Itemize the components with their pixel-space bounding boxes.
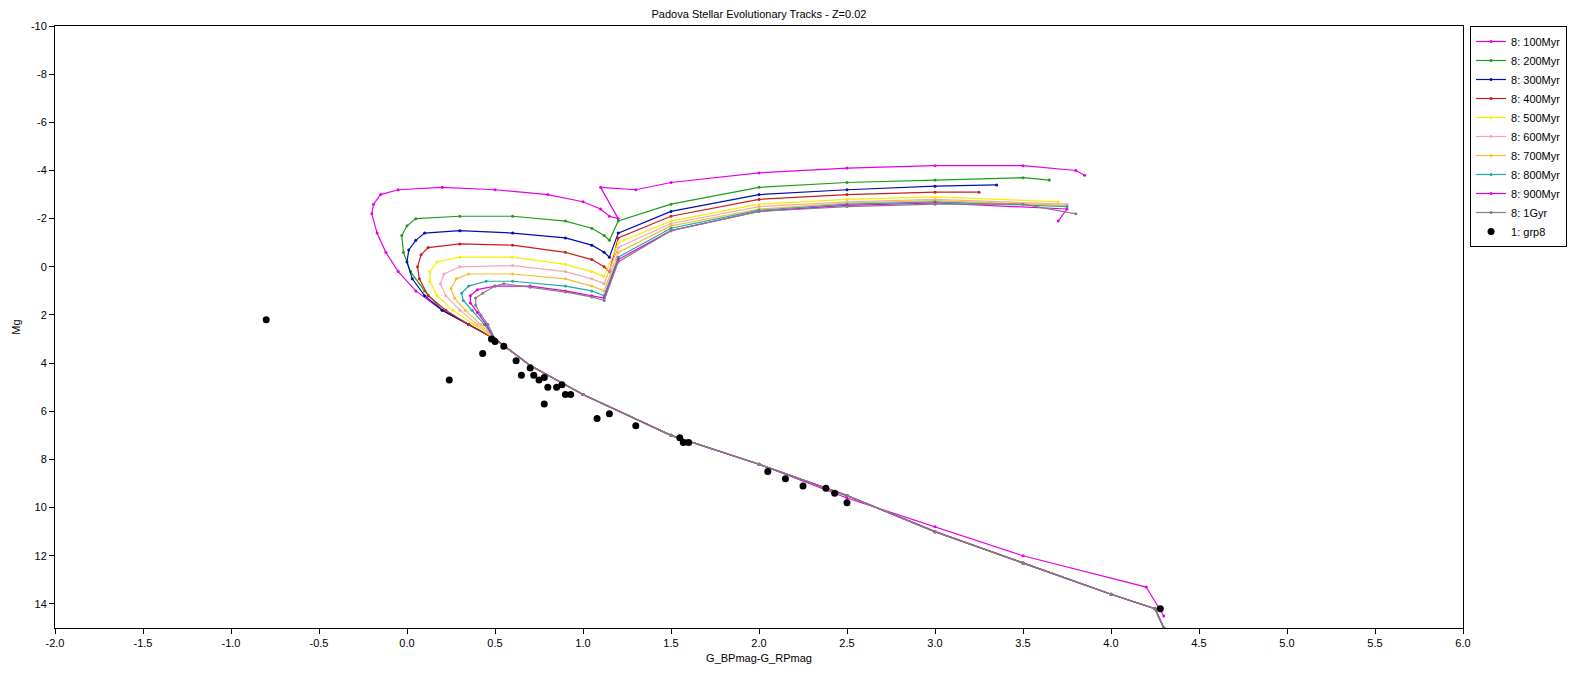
svg-text:0.5: 0.5 <box>487 637 502 649</box>
svg-text:4.0: 4.0 <box>1103 637 1118 649</box>
svg-text:0: 0 <box>41 261 47 273</box>
svg-text:8: 700Myr: 8: 700Myr <box>1511 150 1560 162</box>
svg-text:G_BPmag-G_RPmag: G_BPmag-G_RPmag <box>706 652 812 664</box>
svg-text:1: grp8: 1: grp8 <box>1511 226 1545 238</box>
svg-text:Mg: Mg <box>10 319 22 334</box>
svg-text:3.5: 3.5 <box>1015 637 1030 649</box>
svg-text:-1.5: -1.5 <box>134 637 153 649</box>
svg-text:-1.0: -1.0 <box>222 637 241 649</box>
svg-text:-2: -2 <box>37 212 47 224</box>
svg-text:-0.5: -0.5 <box>310 637 329 649</box>
svg-text:1.0: 1.0 <box>575 637 590 649</box>
svg-text:8: 100Myr: 8: 100Myr <box>1511 36 1560 48</box>
svg-text:8: 300Myr: 8: 300Myr <box>1511 74 1560 86</box>
svg-text:8: 400Myr: 8: 400Myr <box>1511 93 1560 105</box>
svg-text:8: 600Myr: 8: 600Myr <box>1511 131 1560 143</box>
svg-text:8: 1Gyr: 8: 1Gyr <box>1511 207 1547 219</box>
svg-text:8: 500Myr: 8: 500Myr <box>1511 112 1560 124</box>
svg-text:6.0: 6.0 <box>1455 637 1470 649</box>
svg-text:2.5: 2.5 <box>839 637 854 649</box>
svg-text:12: 12 <box>35 550 47 562</box>
svg-text:3.0: 3.0 <box>927 637 942 649</box>
svg-text:-6: -6 <box>37 116 47 128</box>
svg-text:5.5: 5.5 <box>1367 637 1382 649</box>
svg-text:-2.0: -2.0 <box>46 637 65 649</box>
svg-text:1.5: 1.5 <box>663 637 678 649</box>
svg-text:2: 2 <box>41 309 47 321</box>
svg-text:10: 10 <box>35 501 47 513</box>
svg-text:8: 800Myr: 8: 800Myr <box>1511 169 1560 181</box>
svg-text:4: 4 <box>41 357 47 369</box>
svg-text:5.0: 5.0 <box>1279 637 1294 649</box>
svg-text:8: 8 <box>41 453 47 465</box>
svg-text:8: 900Myr: 8: 900Myr <box>1511 188 1560 200</box>
svg-text:2.0: 2.0 <box>751 637 766 649</box>
svg-text:14: 14 <box>35 598 47 610</box>
svg-text:-8: -8 <box>37 68 47 80</box>
svg-text:Padova Stellar Evolutionary Tr: Padova Stellar Evolutionary Tracks - Z=0… <box>652 8 867 20</box>
svg-text:4.5: 4.5 <box>1191 637 1206 649</box>
svg-text:8: 200Myr: 8: 200Myr <box>1511 55 1560 67</box>
svg-text:-4: -4 <box>37 164 47 176</box>
svg-text:6: 6 <box>41 405 47 417</box>
svg-text:0.0: 0.0 <box>399 637 414 649</box>
svg-text:-10: -10 <box>31 20 47 32</box>
